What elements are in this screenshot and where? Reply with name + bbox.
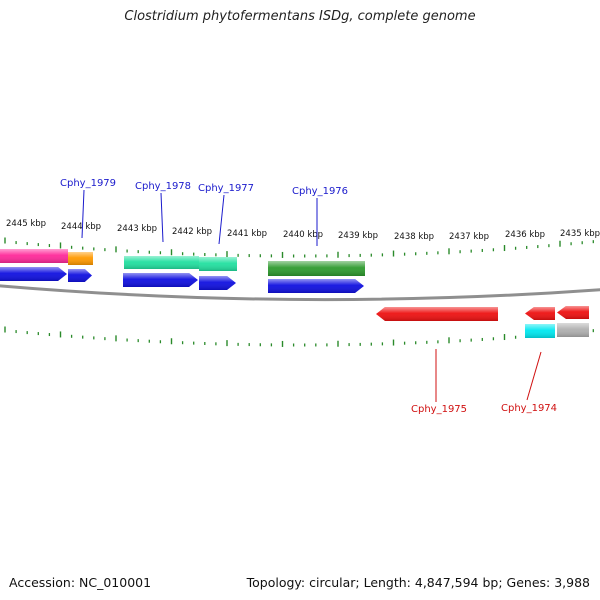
- leader-line: [81, 189, 85, 239]
- feature-cds-forward-6[interactable]: [0, 267, 67, 281]
- genome-backbone: [0, 284, 600, 302]
- topology-summary: Topology: circular; Length: 4,847,594 bp…: [246, 575, 590, 590]
- gene-label-cphy-1976[interactable]: Cphy_1976: [292, 186, 348, 197]
- kbp-label: 2441 kbp: [227, 229, 267, 239]
- gene-label-cphy-1975[interactable]: Cphy_1975: [411, 404, 467, 415]
- feature-shine: [268, 279, 364, 293]
- gene-labels: Cphy_1979 Cphy_1978 Cphy_1977 Cphy_1976 …: [60, 178, 557, 415]
- feature-tracks: [0, 249, 589, 338]
- accession-text: Accession: NC_010001: [9, 575, 152, 590]
- feature-shine: [268, 261, 365, 276]
- inner-tick-ring: [4, 326, 594, 347]
- feature-shine: [525, 324, 555, 338]
- feature-shine: [123, 273, 198, 287]
- feature-cds-reverse-12[interactable]: [525, 307, 555, 320]
- kbp-label: 2436 kbp: [505, 230, 545, 240]
- feature-cds-forward-7[interactable]: [68, 269, 92, 282]
- feature-cds-forward-9[interactable]: [199, 276, 236, 290]
- gene-label-cphy-1979[interactable]: Cphy_1979: [60, 178, 116, 189]
- feature-shine: [68, 269, 92, 282]
- feature-cds-forward-10[interactable]: [268, 279, 364, 293]
- feature-shine: [199, 276, 236, 290]
- feature-shine: [199, 257, 237, 271]
- kbp-label: 2444 kbp: [61, 222, 101, 232]
- feature-shine: [124, 256, 199, 269]
- feature-shine: [525, 307, 555, 320]
- feature-shine: [68, 252, 93, 265]
- feature-cog-forward-3[interactable]: [124, 256, 199, 269]
- kbp-label: 2440 kbp: [283, 230, 323, 240]
- label-leaders: [81, 189, 542, 402]
- feature-cog-reverse-14[interactable]: [525, 324, 555, 338]
- feature-shine: [0, 267, 67, 281]
- kbp-scale: 2445 kbp 2444 kbp 2443 kbp 2442 kbp 2441…: [6, 219, 600, 242]
- outer-tick-ring: [4, 237, 594, 258]
- kbp-label: 2438 kbp: [394, 232, 434, 242]
- kbp-label: 2443 kbp: [117, 224, 157, 234]
- gene-label-cphy-1978[interactable]: Cphy_1978: [135, 181, 191, 192]
- feature-shine: [0, 249, 68, 263]
- kbp-label: 2439 kbp: [338, 231, 378, 241]
- feature-cog-forward-1[interactable]: [0, 249, 68, 263]
- feature-cds-reverse-11[interactable]: [376, 307, 498, 321]
- leader-line: [526, 351, 542, 401]
- map-title: Clostridium phytofermentans ISDg, comple…: [124, 9, 476, 24]
- feature-shine: [557, 323, 589, 337]
- feature-cog-forward-4[interactable]: [199, 257, 237, 271]
- gene-label-cphy-1977[interactable]: Cphy_1977: [198, 183, 254, 194]
- feature-shine: [376, 307, 498, 321]
- feature-cog-forward-2[interactable]: [68, 252, 93, 265]
- kbp-label: 2435 kbp: [560, 229, 600, 239]
- feature-shine: [557, 306, 589, 319]
- feature-cog-forward-5[interactable]: [268, 261, 365, 276]
- kbp-label: 2442 kbp: [172, 227, 212, 237]
- kbp-label: 2437 kbp: [449, 232, 489, 242]
- leader-line: [160, 192, 164, 243]
- gene-label-cphy-1974[interactable]: Cphy_1974: [501, 403, 557, 414]
- leader-line: [218, 194, 225, 245]
- feature-cds-forward-8[interactable]: [123, 273, 198, 287]
- feature-cds-reverse-13[interactable]: [557, 306, 589, 319]
- feature-cog-reverse-15[interactable]: [557, 323, 589, 337]
- kbp-label: 2445 kbp: [6, 219, 46, 229]
